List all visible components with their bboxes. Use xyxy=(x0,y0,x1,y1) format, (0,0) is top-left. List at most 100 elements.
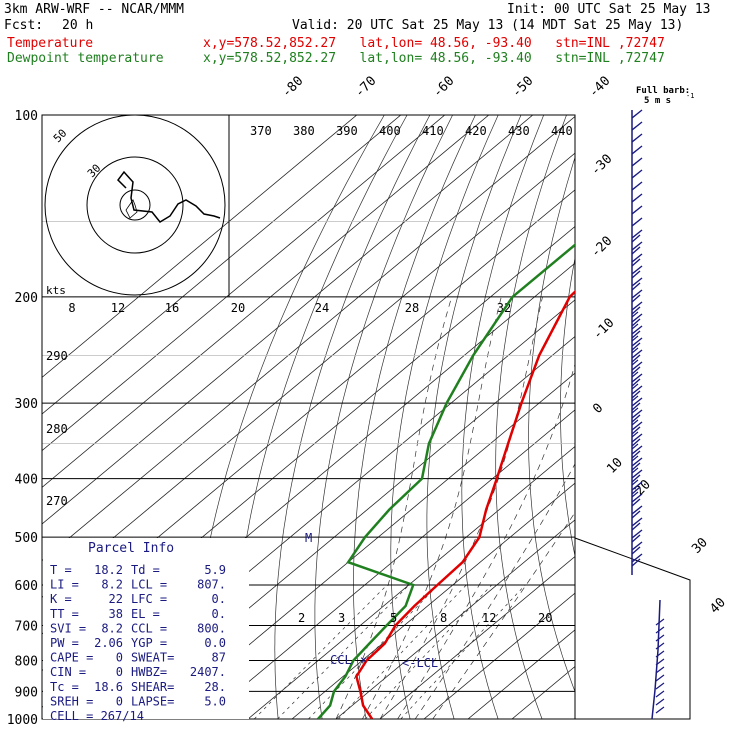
plot-frame xyxy=(41,114,576,720)
temperature-trace xyxy=(355,290,575,719)
isotherm-line xyxy=(42,115,575,562)
lower-barb-flag xyxy=(655,706,665,714)
isotherm-line xyxy=(379,555,575,719)
wind-barb xyxy=(631,505,643,519)
pressure-tick-label: 700 xyxy=(15,619,38,634)
dry-adiabat xyxy=(461,115,545,719)
barb-flag xyxy=(631,145,643,155)
moist-adiabat xyxy=(432,511,575,719)
isotherm-line xyxy=(335,519,575,719)
barb-flag xyxy=(631,205,643,215)
parcel-label: EL = xyxy=(131,607,160,621)
barb-flag xyxy=(631,373,643,383)
parcel-label: SWEAT= xyxy=(131,651,174,665)
barb-flag xyxy=(631,541,643,551)
parcel-value: 38 xyxy=(109,607,123,621)
parcel-info-title: Parcel Info xyxy=(88,541,174,556)
isotherm-label: -50 xyxy=(509,74,536,101)
lower-barb-flag xyxy=(655,658,665,666)
parcel-label: LAPSE= xyxy=(131,694,174,708)
wind-barb xyxy=(631,553,643,567)
wind-barb xyxy=(631,265,643,279)
parcel-label: TT = xyxy=(50,607,79,621)
barb-flag xyxy=(631,277,643,287)
wind-barb xyxy=(631,337,643,354)
pressure-tick-label: 200 xyxy=(15,291,38,306)
barb-flag xyxy=(631,337,643,347)
parcel-label: Tc = xyxy=(50,680,79,694)
theta-label: 410 xyxy=(422,124,444,138)
isotherm-line xyxy=(42,152,575,598)
barb-flag xyxy=(631,253,643,263)
mixing-ratio-line xyxy=(400,584,526,719)
wind-barb xyxy=(631,181,643,191)
ccl-marker: CCL xyxy=(330,653,352,667)
parcel-value: 2407. xyxy=(190,665,226,679)
parcel-value: 0 xyxy=(116,651,123,665)
mixing-ratio-label: 2 xyxy=(298,611,305,625)
wind-barb xyxy=(631,157,643,167)
wind-barb xyxy=(631,457,643,474)
isotherm-label: -20 xyxy=(588,234,615,261)
wind-barb xyxy=(631,133,643,143)
isotherm-line xyxy=(511,665,575,719)
wind-barb xyxy=(631,241,643,255)
barb-flag xyxy=(631,486,641,495)
parcel-info-box xyxy=(43,538,249,719)
isotherm-label: -40 xyxy=(586,74,613,101)
barb-flag xyxy=(631,359,639,366)
barb-unit-label: 5 m s xyxy=(644,96,671,106)
barb-flag xyxy=(631,426,641,435)
theta-label: 370 xyxy=(250,124,272,138)
speed-tick-label: 28 xyxy=(405,301,419,315)
barb-flag xyxy=(631,169,643,179)
hodograph-ring-label: 50 xyxy=(51,127,70,146)
isotherm-line xyxy=(42,115,490,488)
barb-flag xyxy=(631,383,639,390)
pressure-tick-label: 100 xyxy=(15,109,38,124)
dry-adiabat xyxy=(314,115,453,719)
moist-adiabat xyxy=(362,296,502,719)
hodograph-ring xyxy=(119,189,151,221)
barb-flag xyxy=(631,395,639,402)
barb-flag xyxy=(631,323,639,330)
barb-flag xyxy=(631,371,639,378)
barb-flag xyxy=(631,330,641,339)
barb-flag xyxy=(631,109,643,119)
parcel-value: 22 xyxy=(109,592,123,606)
wind-barb xyxy=(631,193,643,203)
barb-flag xyxy=(631,558,641,567)
parcel-label: PW = xyxy=(50,636,79,650)
parcel-row: LI = 8.2 LCL = 807. xyxy=(50,578,226,592)
lower-barb-flag xyxy=(655,690,665,698)
model-title: 3km ARW-WRF -- NCAR/MMM xyxy=(4,2,185,17)
barb-flag xyxy=(631,193,643,203)
parcel-value: 28. xyxy=(204,680,226,694)
barb-flag xyxy=(631,419,639,426)
barb-flag xyxy=(631,133,643,143)
barb-flag xyxy=(631,234,641,243)
wind-barb xyxy=(631,373,643,390)
mixing-ratio-label: 12 xyxy=(482,611,496,625)
wind-barb xyxy=(631,289,643,303)
parcel-row: CIN = 0 HWBZ= 2407. xyxy=(50,665,226,679)
barb-flag xyxy=(631,450,641,459)
ccl-cross: × xyxy=(360,653,367,667)
barb-flag xyxy=(631,325,643,335)
barb-flag xyxy=(631,385,643,395)
wind-barb xyxy=(631,517,643,531)
hodograph-inner xyxy=(125,199,138,219)
parcel-label: SHEAR= xyxy=(131,680,174,694)
isotherm-label: 40 xyxy=(707,595,729,617)
theta-label: 400 xyxy=(379,124,401,138)
parcel-value: 18.2 xyxy=(94,563,123,577)
parcel-label: CAPE = xyxy=(50,651,93,665)
isotherm-line xyxy=(159,372,575,719)
lower-barb-flag xyxy=(655,674,665,682)
isotherm-label: 10 xyxy=(604,455,626,477)
barb-flag xyxy=(631,270,641,279)
wind-barb xyxy=(631,433,643,450)
theta-label: 430 xyxy=(508,124,530,138)
